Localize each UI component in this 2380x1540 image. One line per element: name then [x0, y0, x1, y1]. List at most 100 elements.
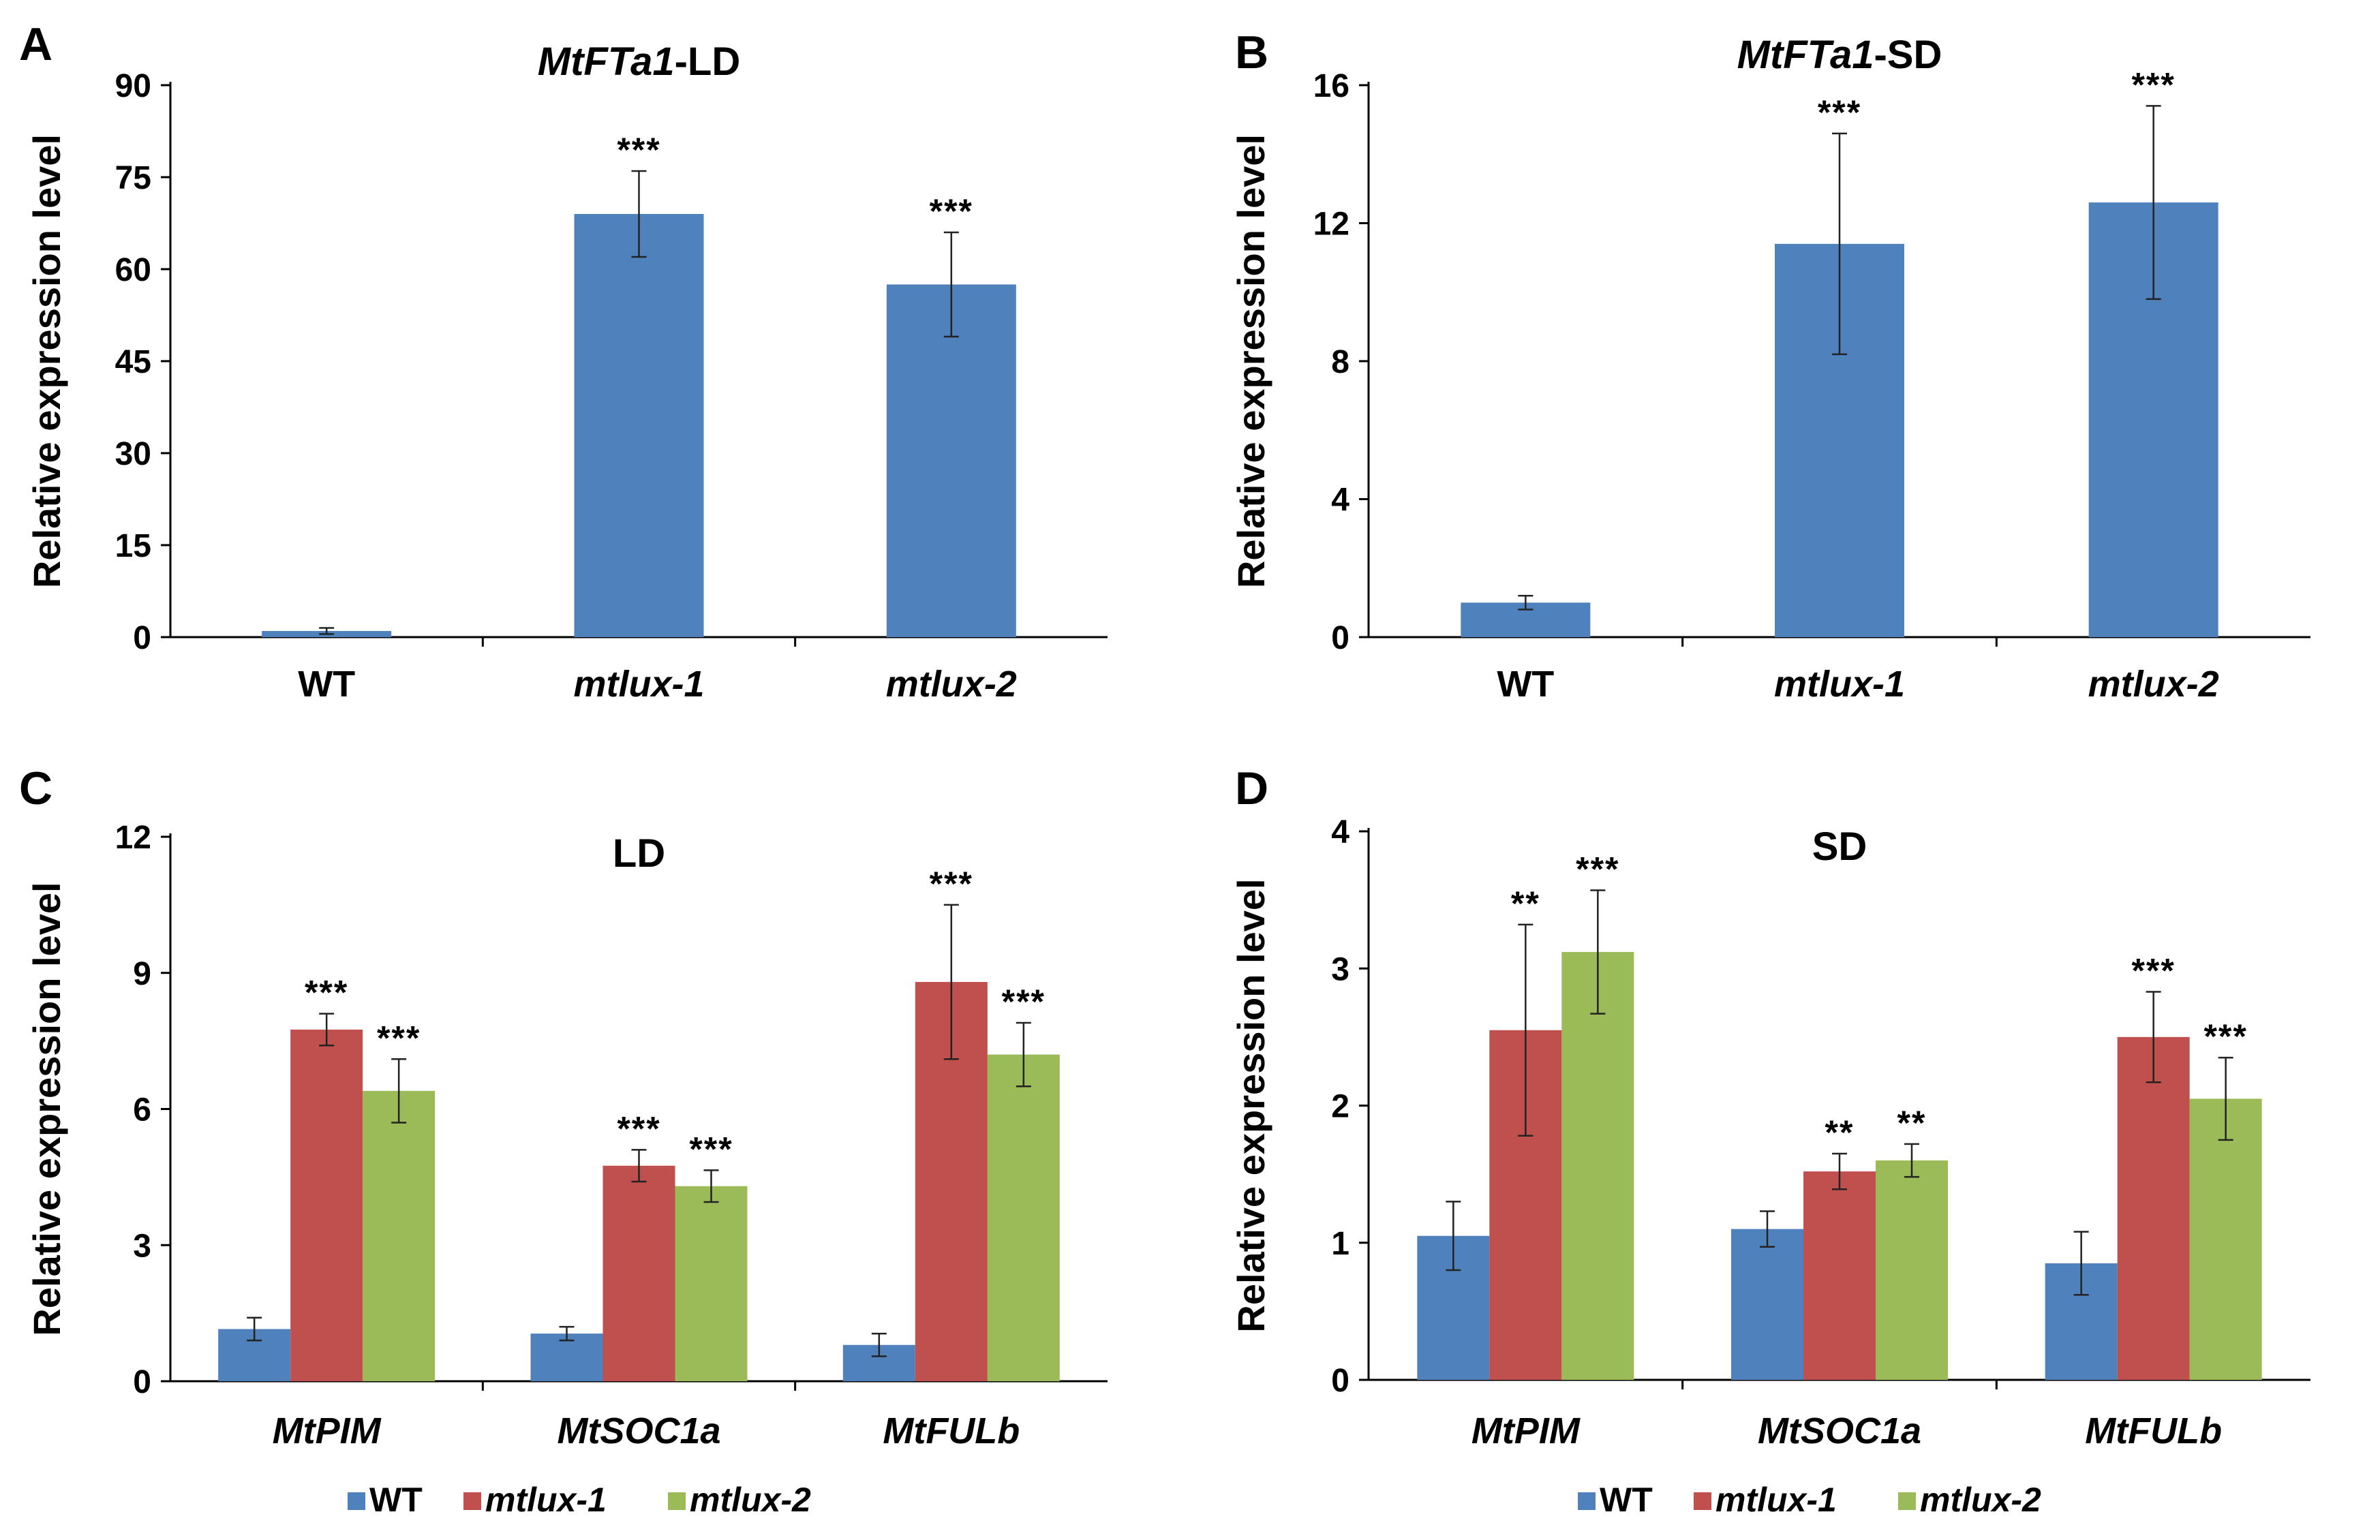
error-bar: [1904, 1143, 1919, 1178]
legend-swatch: [463, 1492, 481, 1510]
legend-label: mtlux-1: [1715, 1481, 1837, 1519]
title-rest-part: LD: [613, 831, 665, 876]
panel-letter: D: [1235, 763, 1268, 814]
bar-a-s0-c2: [886, 284, 1016, 637]
error-bar: [943, 231, 959, 338]
error-bar: [1518, 923, 1534, 1137]
error-bar: [2073, 1231, 2089, 1296]
chart-title: LD: [613, 831, 665, 876]
y-axis-label: Relative expression level: [1230, 878, 1272, 1332]
y-tick-label: 0: [133, 620, 151, 656]
panel-letter: C: [19, 763, 52, 814]
title-rest-part: -SD: [1874, 33, 1942, 77]
legend-swatch: [348, 1492, 365, 1510]
legend-label: mtlux-2: [690, 1481, 811, 1519]
x-tick-label: mtlux-1: [573, 664, 704, 705]
bar-c-s2-c1: [675, 1186, 748, 1381]
error-bar: [2146, 105, 2161, 301]
error-bar: [319, 627, 335, 635]
panel-a: A MtFTa1-LD 0 15 30 45 60 75 90 Relative expressi…: [19, 18, 1108, 705]
legend-label: mtlux-1: [485, 1481, 607, 1519]
significance-marker: ***: [377, 1019, 421, 1057]
y-tick-label: 45: [115, 344, 151, 380]
x-tick-label: mtlux-2: [886, 664, 1017, 705]
y-tick-label: 16: [1313, 68, 1349, 104]
x-tick-label: MtFULb: [883, 1411, 1020, 1451]
legend-swatch: [668, 1492, 686, 1510]
chart-title: MtFTa1-LD: [538, 40, 741, 84]
legend-swatch: [1694, 1492, 1711, 1510]
y-tick-label: 0: [133, 1364, 151, 1400]
x-tick-label: mtlux-2: [2088, 664, 2219, 705]
error-bar: [703, 1169, 719, 1203]
significance-marker: ***: [1818, 93, 1861, 132]
significance-marker: ***: [930, 192, 973, 230]
bar-d-s0-c1: [1731, 1229, 1803, 1380]
error-bar: [319, 1013, 335, 1047]
y-tick-label: 1: [1331, 1226, 1349, 1262]
x-tick-label: WT: [1497, 664, 1554, 705]
y-tick-label: 2: [1331, 1089, 1349, 1125]
error-bar: [247, 1316, 262, 1342]
y-tick-label: 4: [1331, 814, 1349, 850]
y-tick-label: 15: [115, 528, 151, 564]
y-tick-label: 3: [133, 1228, 151, 1264]
significance-marker: ***: [617, 1109, 660, 1148]
title-rest-part: SD: [1812, 825, 1867, 869]
bar-d-s1-c1: [1803, 1171, 1876, 1380]
title-italic-part: MtFTa1: [1737, 33, 1874, 77]
significance-marker: **: [1825, 1113, 1855, 1152]
error-bar: [943, 904, 959, 1060]
error-bar: [1446, 1201, 1461, 1272]
y-tick-label: 30: [115, 436, 151, 472]
y-tick-label: 0: [1331, 1363, 1349, 1399]
significance-marker: ***: [2131, 951, 2175, 989]
bar-c-s2-c2: [987, 1054, 1060, 1381]
x-tick-label: MtSOC1a: [1758, 1411, 1921, 1451]
x-tick-label: MtPIM: [1471, 1411, 1581, 1451]
error-bar: [391, 1058, 407, 1124]
panel-letter: B: [1235, 27, 1268, 78]
y-tick-label: 90: [115, 68, 151, 104]
y-tick-label: 75: [115, 160, 151, 196]
legend: WT mtlux-1 mtlux-2: [1578, 1481, 2041, 1519]
error-bar: [1518, 595, 1534, 611]
panel-c: C LD 0 3 6 9 12 Relative expression level MtPIM *…: [19, 763, 1108, 1519]
title-italic-part: MtFTa1: [538, 40, 675, 84]
error-bar: [2146, 991, 2161, 1083]
y-axis-label: Relative expression level: [1230, 134, 1272, 588]
y-axis-label: Relative expression level: [25, 882, 68, 1336]
error-bar: [559, 1325, 575, 1342]
title-rest-part: -LD: [675, 40, 741, 84]
legend-label: WT: [369, 1481, 423, 1519]
error-bar: [1832, 1152, 1847, 1190]
panel-letter: A: [19, 18, 52, 70]
legend-label: mtlux-2: [1920, 1481, 2041, 1519]
error-bar: [631, 170, 647, 258]
error-bar: [871, 1332, 887, 1357]
legend-swatch: [1578, 1492, 1596, 1510]
legend-label: WT: [1600, 1481, 1653, 1519]
error-bar: [1590, 889, 1606, 1015]
significance-marker: ***: [1576, 850, 1619, 889]
significance-marker: ***: [2203, 1017, 2247, 1056]
y-tick-label: 6: [133, 1092, 151, 1128]
bar-d-s2-c0: [1561, 952, 1634, 1380]
panel-d: D SD 0 1 2 3 4 Relative expression level MtPIM **…: [1230, 763, 2310, 1519]
significance-marker: **: [1897, 1104, 1927, 1142]
y-tick-label: 8: [1331, 344, 1349, 380]
y-axis-label: Relative expression level: [25, 134, 68, 588]
x-tick-label: mtlux-1: [1774, 664, 1905, 705]
y-tick-label: 9: [133, 956, 151, 992]
panel-b: B MtFTa1-SD 0 4 8 12 16 Relative expression lev…: [1230, 27, 2310, 705]
significance-marker: ***: [617, 131, 660, 169]
bar-c-s2-c0: [363, 1090, 436, 1381]
x-tick-label: MtPIM: [273, 1411, 382, 1451]
y-tick-label: 60: [115, 252, 151, 288]
significance-marker: ***: [930, 865, 973, 903]
x-tick-label: MtSOC1a: [557, 1411, 720, 1451]
bar-c-s1-c1: [602, 1165, 675, 1381]
chart-title: SD: [1812, 825, 1867, 869]
bar-c-s0-c1: [530, 1334, 603, 1381]
